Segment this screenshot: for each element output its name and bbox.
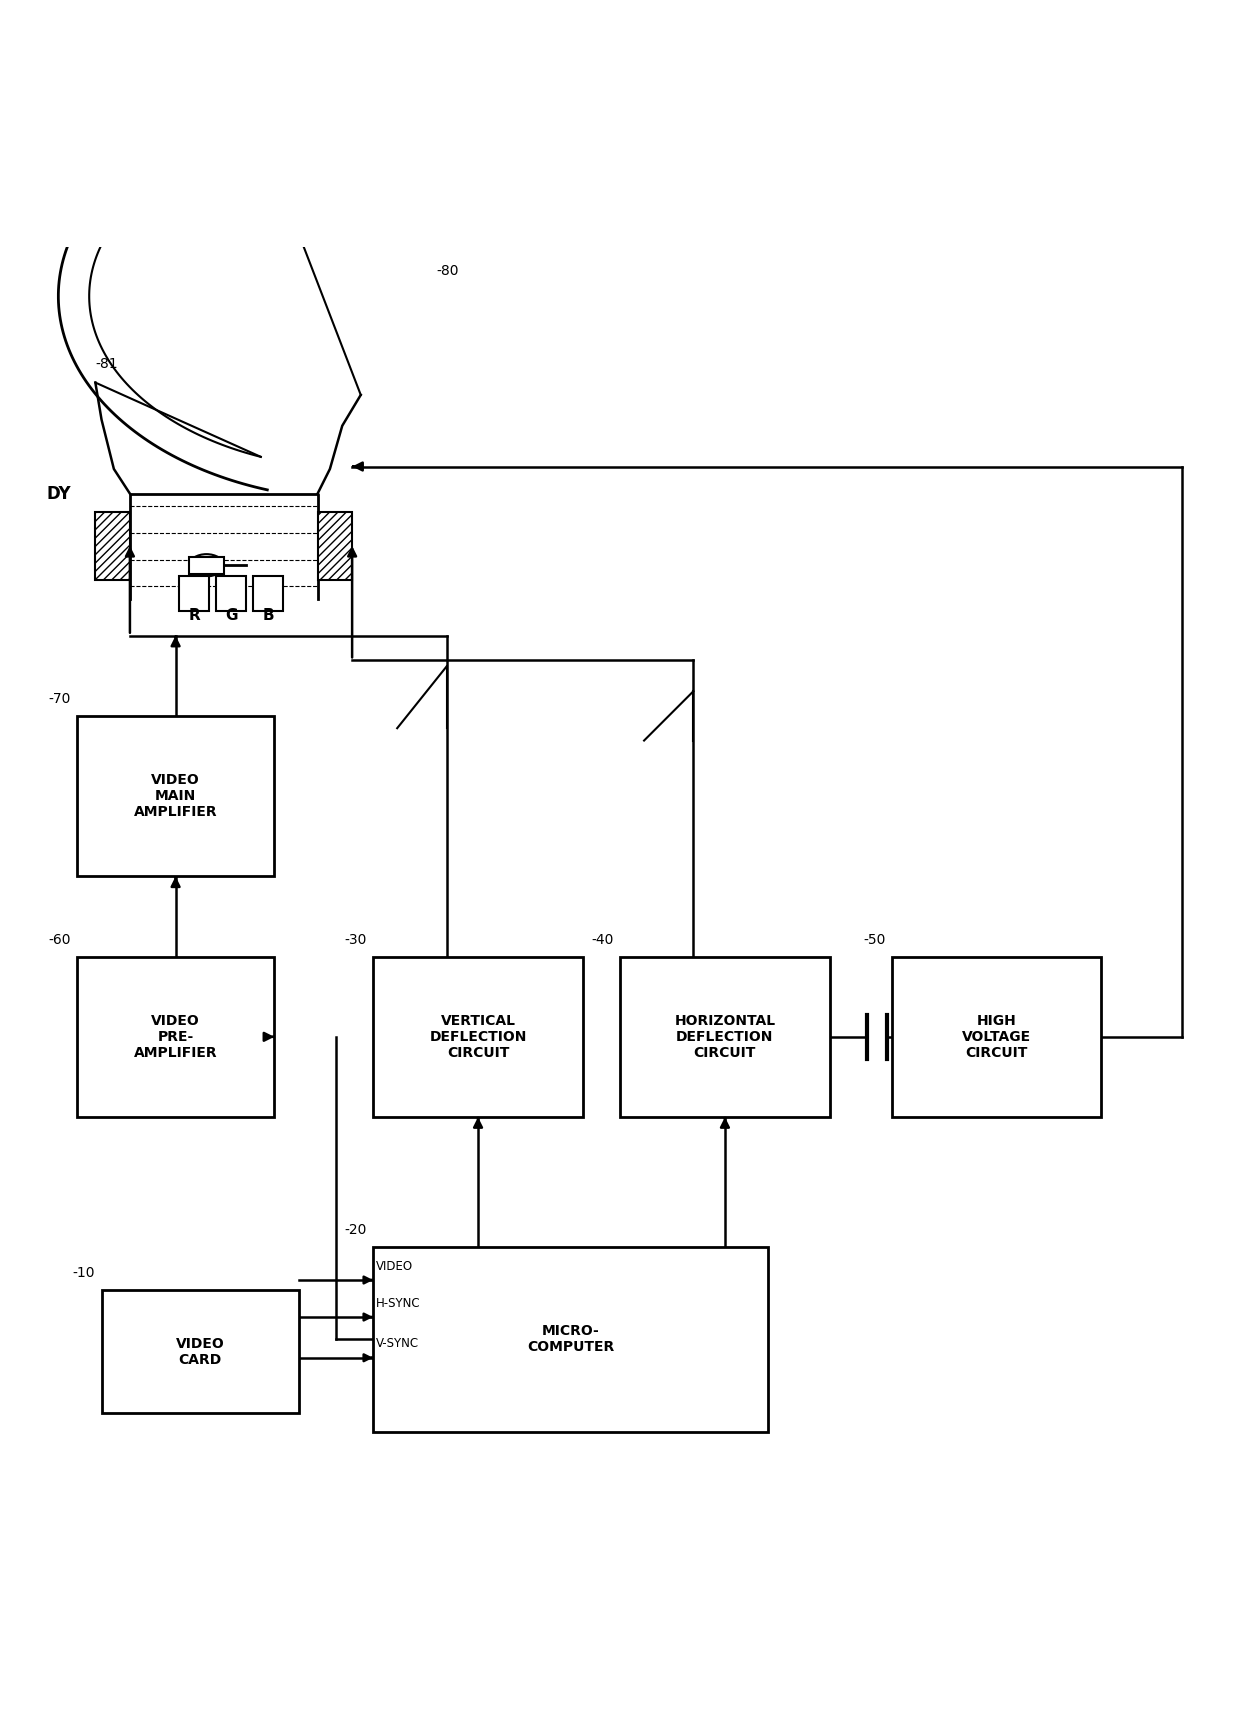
Bar bbox=[892, 957, 1101, 1116]
Text: HIGH
VOLTAGE
CIRCUIT: HIGH VOLTAGE CIRCUIT bbox=[962, 1014, 1032, 1059]
Text: V-SYNC: V-SYNC bbox=[376, 1337, 419, 1350]
Text: B: B bbox=[263, 608, 274, 624]
Bar bbox=[216, 577, 246, 612]
Bar bbox=[373, 1246, 768, 1433]
Text: -40: -40 bbox=[591, 933, 614, 947]
Text: -50: -50 bbox=[863, 933, 885, 947]
Bar bbox=[253, 577, 283, 612]
Text: VIDEO
MAIN
AMPLIFIER: VIDEO MAIN AMPLIFIER bbox=[134, 772, 217, 819]
Text: -60: -60 bbox=[48, 933, 71, 947]
Text: VIDEO: VIDEO bbox=[376, 1260, 413, 1272]
Text: -20: -20 bbox=[345, 1223, 367, 1237]
Bar bbox=[317, 511, 352, 581]
Text: VIDEO
CARD: VIDEO CARD bbox=[176, 1336, 224, 1367]
Bar bbox=[180, 577, 208, 612]
Text: -30: -30 bbox=[345, 933, 367, 947]
Text: -10: -10 bbox=[73, 1267, 95, 1280]
Bar bbox=[620, 957, 830, 1116]
Text: HORIZONTAL
DEFLECTION
CIRCUIT: HORIZONTAL DEFLECTION CIRCUIT bbox=[675, 1014, 775, 1059]
Bar bbox=[95, 511, 130, 581]
Text: VIDEO
PRE-
AMPLIFIER: VIDEO PRE- AMPLIFIER bbox=[134, 1014, 217, 1059]
Ellipse shape bbox=[190, 555, 223, 577]
Bar bbox=[77, 715, 274, 876]
Text: VERTICAL
DEFLECTION
CIRCUIT: VERTICAL DEFLECTION CIRCUIT bbox=[429, 1014, 527, 1059]
Bar bbox=[373, 957, 583, 1116]
Text: G: G bbox=[224, 608, 237, 624]
Text: -81: -81 bbox=[95, 358, 118, 372]
Text: -80: -80 bbox=[436, 264, 459, 278]
Text: R: R bbox=[188, 608, 200, 624]
Bar bbox=[77, 957, 274, 1116]
Text: DY: DY bbox=[46, 484, 71, 503]
Text: -70: -70 bbox=[48, 691, 71, 707]
Text: H-SYNC: H-SYNC bbox=[376, 1296, 420, 1310]
Bar bbox=[190, 556, 223, 574]
Text: MICRO-
COMPUTER: MICRO- COMPUTER bbox=[527, 1324, 614, 1355]
Bar bbox=[102, 1289, 299, 1414]
